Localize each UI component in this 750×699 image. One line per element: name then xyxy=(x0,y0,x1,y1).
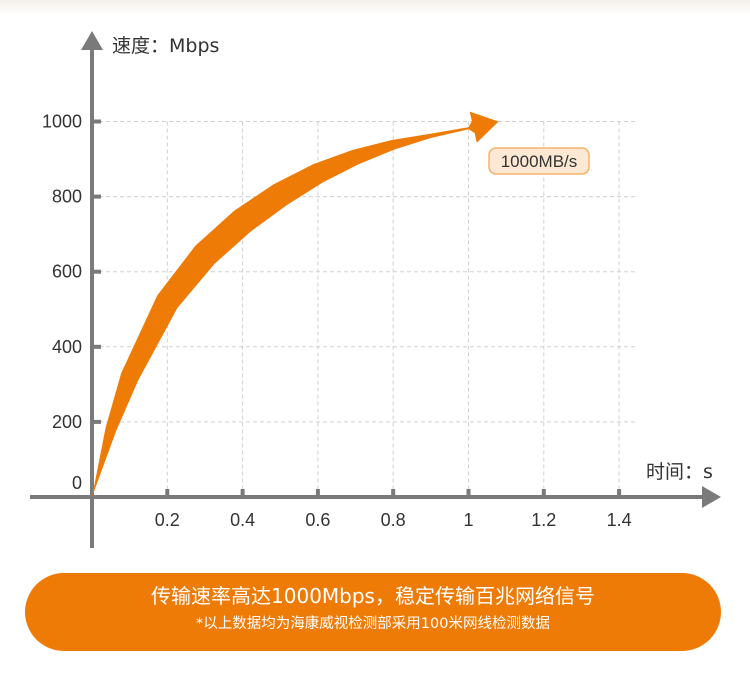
chart-axes xyxy=(30,31,721,548)
chart-ticks: 200 400 600 800 1000 0 0.2 0.4 0.6 0.8 1 1.2 1.4 xyxy=(42,112,632,531)
footer-banner: 传输速率高达1000Mbps，稳定传输百兆网络信号 *以上数据均为海康威视检测部… xyxy=(25,573,721,651)
y-axis-title: 速度：Mbps xyxy=(112,35,219,57)
banner-title: 传输速率高达1000Mbps，稳定传输百兆网络信号 xyxy=(151,584,595,608)
callout-label: 1000MB/s xyxy=(501,152,578,171)
x-tick-label: 0.8 xyxy=(381,510,406,530)
x-tick-label: 0.6 xyxy=(305,510,330,530)
y-axis-arrow xyxy=(81,31,103,50)
x-tick-label: 1 xyxy=(463,510,473,530)
top-shadow xyxy=(0,0,750,16)
y-tick-label: 400 xyxy=(52,337,82,357)
x-axis-title: 时间：s xyxy=(646,461,713,483)
x-tick-label: 1.4 xyxy=(607,510,632,530)
origin-label: 0 xyxy=(72,473,82,493)
speed-curve-arrow xyxy=(92,111,499,497)
x-tick-label: 1.2 xyxy=(531,510,556,530)
speed-callout: 1000MB/s xyxy=(488,147,590,175)
x-tick-label: 0.4 xyxy=(230,510,255,530)
chart-series xyxy=(92,111,499,497)
y-tick-label: 800 xyxy=(52,187,82,207)
x-axis-arrow xyxy=(702,486,721,508)
banner-note: *以上数据均为海康威视检测部采用100米网线检测数据 xyxy=(196,616,550,632)
y-tick-label: 200 xyxy=(52,412,82,432)
callout-box xyxy=(488,147,590,175)
x-tick-label: 0.2 xyxy=(155,510,180,530)
y-tick-label: 600 xyxy=(52,262,82,282)
speed-chart: 200 400 600 800 1000 0 0.2 0.4 0.6 0.8 1 1.2 1.4 速度：… xyxy=(30,31,721,548)
y-tick-label: 1000 xyxy=(42,112,82,132)
